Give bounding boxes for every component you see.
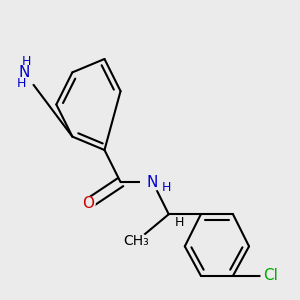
Text: N: N bbox=[147, 175, 158, 190]
Ellipse shape bbox=[82, 197, 95, 210]
Ellipse shape bbox=[261, 268, 280, 284]
Ellipse shape bbox=[8, 59, 40, 86]
Ellipse shape bbox=[126, 233, 147, 249]
Ellipse shape bbox=[141, 174, 165, 190]
Text: CH₃: CH₃ bbox=[124, 234, 149, 248]
Text: O: O bbox=[82, 196, 94, 211]
Text: Cl: Cl bbox=[263, 268, 278, 283]
Text: N: N bbox=[19, 65, 30, 80]
Text: H: H bbox=[17, 76, 26, 90]
Text: H: H bbox=[161, 181, 171, 194]
Text: H: H bbox=[175, 216, 184, 229]
Text: H: H bbox=[22, 55, 32, 68]
